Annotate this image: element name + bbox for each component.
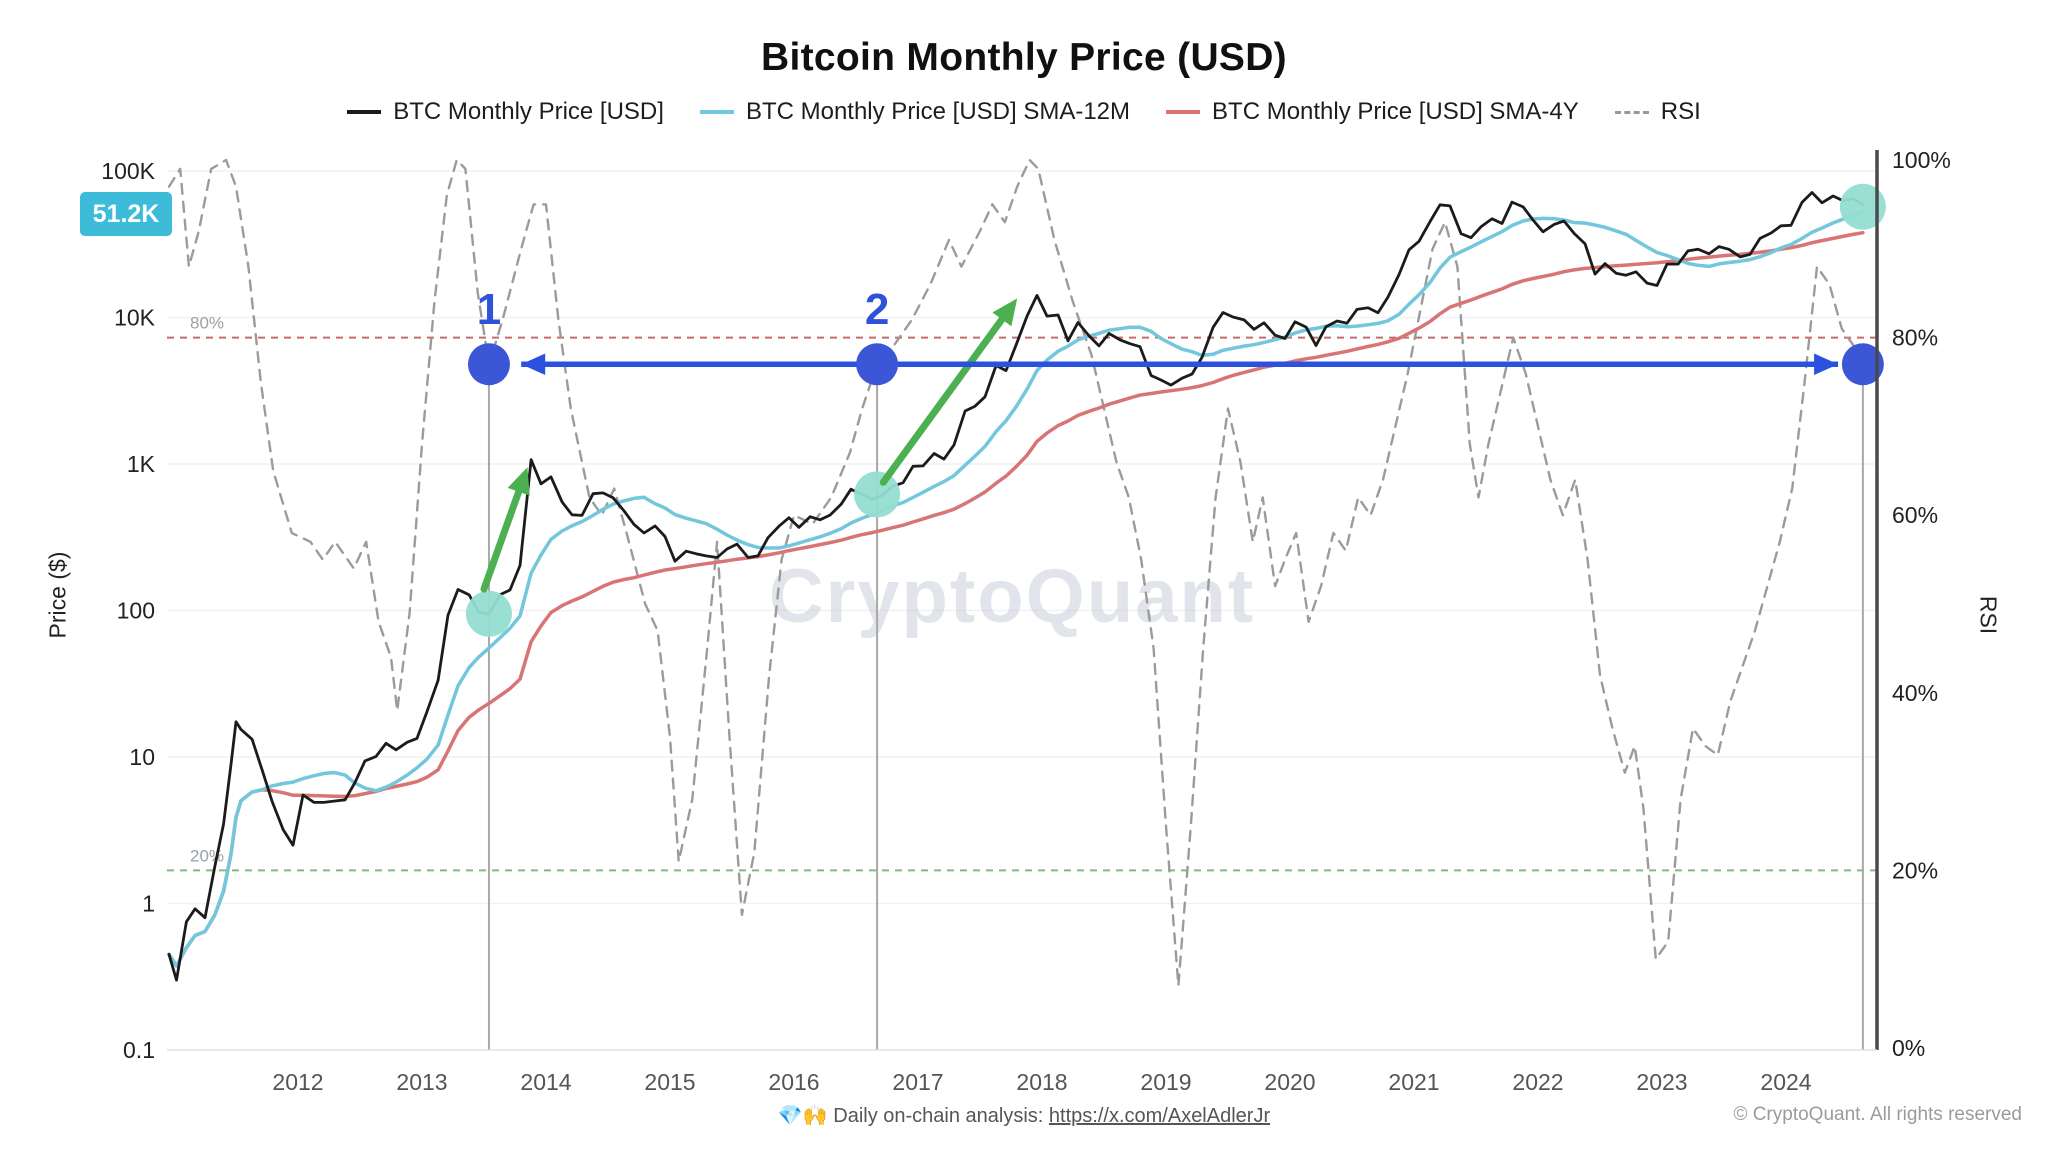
rsi-span-arrow-right-head xyxy=(1814,353,1839,376)
year-tick-label: 2018 xyxy=(1016,1069,1067,1095)
rsi-event-marker-1 xyxy=(467,343,510,386)
legend-item-2[interactable]: BTC Monthly Price [USD] SMA-12M xyxy=(699,98,1131,126)
legend-line-swatch xyxy=(699,110,734,114)
year-tick-label: 2023 xyxy=(1636,1069,1687,1095)
price-tick-label: 10K xyxy=(114,305,156,331)
rsi-span-arrow-left-head xyxy=(521,353,546,376)
price-event-marker-3 xyxy=(1839,183,1886,230)
rally-arrow-2 xyxy=(879,306,1013,486)
price-tick-label: 100 xyxy=(117,598,155,624)
y-axis-title-price: Price ($) xyxy=(44,551,71,639)
rally-arrow-head-2 xyxy=(992,298,1018,327)
legend-label: BTC Monthly Price [USD] SMA-12M xyxy=(745,98,1131,125)
legend-line-swatch xyxy=(347,110,382,114)
footer-note: 💎🙌 Daily on-chain analysis: https://x.co… xyxy=(0,1103,2048,1128)
legend-label: BTC Monthly Price [USD] SMA-4Y xyxy=(1212,98,1579,125)
year-tick-label: 2019 xyxy=(1140,1069,1191,1095)
price-tick-label: 10 xyxy=(129,744,155,770)
year-tick-label: 2014 xyxy=(520,1069,571,1095)
year-tick-label: 2016 xyxy=(768,1069,819,1095)
rsi-event-marker-2 xyxy=(856,343,899,386)
legend-label: RSI xyxy=(1660,98,1701,125)
price-event-marker-1 xyxy=(465,590,512,637)
btc-price-line xyxy=(167,191,1865,982)
footer-text: 💎🙌 Daily on-chain analysis: xyxy=(777,1105,1044,1127)
legend: BTC Monthly Price [USD] BTC Monthly Price… xyxy=(0,98,2048,126)
year-tick-label: 2015 xyxy=(644,1069,695,1095)
event-label-2: 2 xyxy=(865,285,889,334)
rally-arrow-1 xyxy=(480,476,527,593)
year-tick-label: 2017 xyxy=(892,1069,943,1095)
sma-12m-line xyxy=(167,210,1865,968)
rsi-line xyxy=(167,158,1865,987)
rsi-tick-label: 100% xyxy=(1892,147,1951,173)
year-tick-label: 2022 xyxy=(1512,1069,1563,1095)
legend-item-1[interactable]: BTC Monthly Price [USD] xyxy=(347,98,664,126)
price-tick-label: 1K xyxy=(127,451,156,477)
year-tick-label: 2021 xyxy=(1388,1069,1439,1095)
rsi-tick-label: 60% xyxy=(1892,502,1938,528)
rsi-tick-label: 80% xyxy=(1892,325,1938,351)
price-event-marker-2 xyxy=(854,471,901,518)
legend-dashed-line-swatch xyxy=(1614,110,1649,114)
legend-label: BTC Monthly Price [USD] xyxy=(393,98,664,125)
legend-item-4[interactable]: RSI xyxy=(1614,98,1701,126)
price-tick-label: 100K xyxy=(101,158,155,184)
rsi-event-marker-3 xyxy=(1841,343,1884,386)
cryptoquant-watermark: CryptoQuant xyxy=(769,554,1255,639)
year-tick-label: 2020 xyxy=(1264,1069,1315,1095)
year-tick-label: 2013 xyxy=(396,1069,447,1095)
year-tick-label: 2024 xyxy=(1760,1069,1811,1095)
price-tick-label: 1 xyxy=(142,891,155,917)
rsi-tick-label: 40% xyxy=(1892,680,1938,706)
chart-title: Bitcoin Monthly Price (USD) xyxy=(761,36,1287,79)
rally-arrow-head-1 xyxy=(507,467,530,496)
price-tick-label: 0.1 xyxy=(123,1037,155,1063)
sma-4y-line xyxy=(167,230,1865,968)
rsi-tick-label: 20% xyxy=(1892,857,1938,883)
year-tick-label: 2012 xyxy=(272,1069,323,1095)
legend-item-3[interactable]: BTC Monthly Price [USD] SMA-4Y xyxy=(1166,98,1579,126)
analyst-link[interactable]: https://x.com/AxelAdlerJr xyxy=(1048,1105,1271,1127)
latest-sma-price-badge: 51.2K xyxy=(80,192,172,236)
event-label-1: 1 xyxy=(477,285,501,334)
badge-value: 51.2K xyxy=(92,199,160,228)
y-axis-title-rsi: RSI xyxy=(1975,595,2002,635)
copyright: © CryptoQuant. All rights reserved xyxy=(1733,1104,2022,1125)
rsi-tick-label: 0% xyxy=(1892,1035,1925,1061)
legend-line-swatch xyxy=(1166,110,1201,114)
rsi-threshold-label: 80% xyxy=(190,314,224,333)
